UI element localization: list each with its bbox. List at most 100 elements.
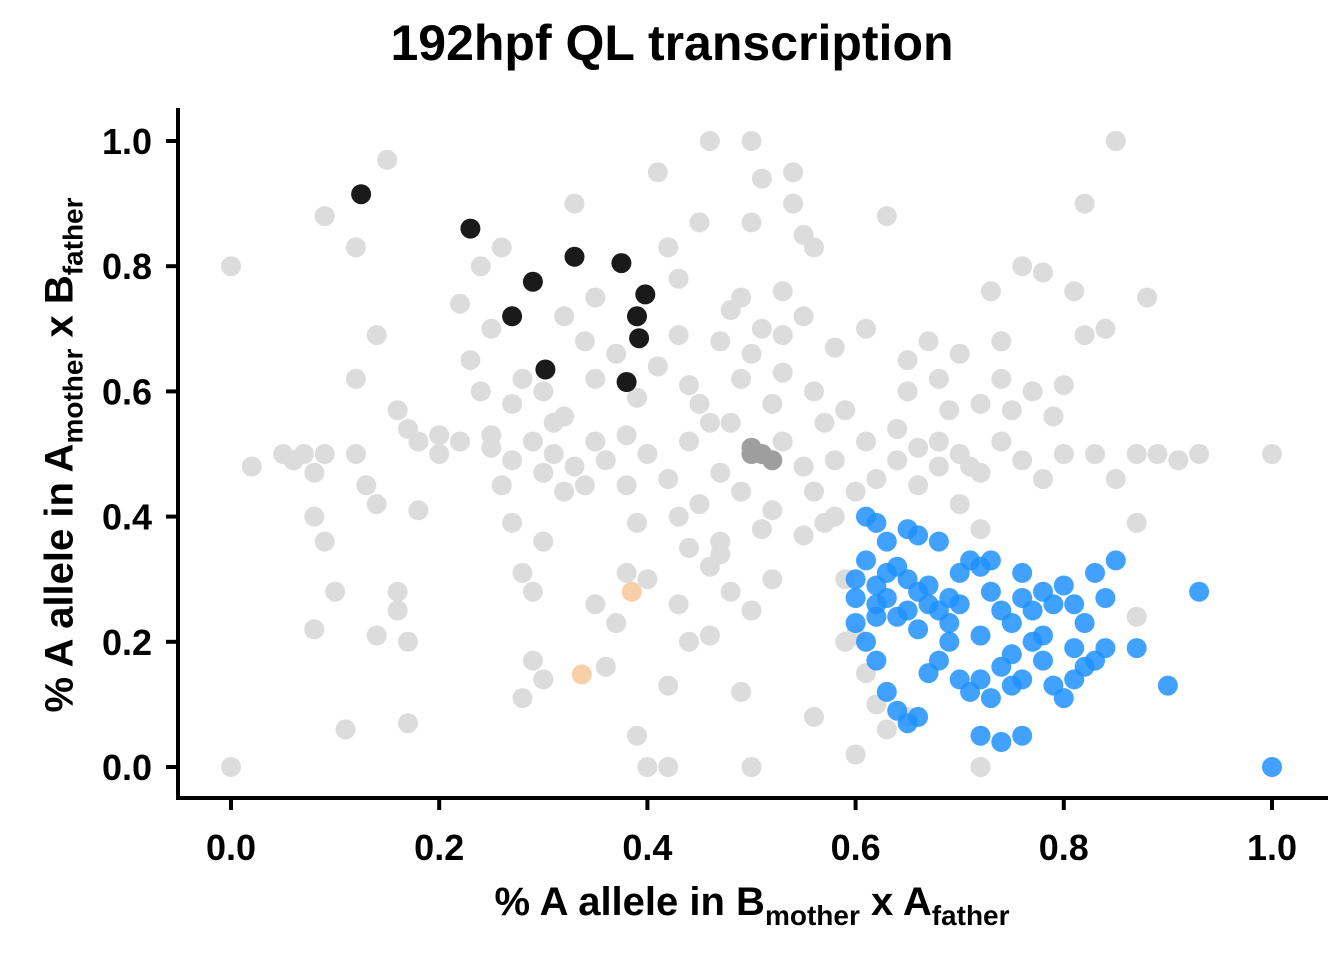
- background-point: [408, 500, 429, 521]
- y-tick-label: 0.8: [102, 246, 152, 287]
- background-point: [1126, 444, 1147, 464]
- background-point: [699, 412, 720, 433]
- background-point: [1126, 606, 1147, 627]
- background-point: [1033, 469, 1053, 489]
- dark-point: [502, 306, 523, 327]
- dark-point: [535, 359, 556, 380]
- background-point: [918, 331, 939, 352]
- chart-title: 192hpf QL transcription: [390, 15, 954, 71]
- background-point: [1262, 444, 1282, 464]
- background-point: [845, 481, 866, 502]
- background-point: [616, 475, 637, 496]
- background-point: [387, 400, 408, 421]
- blue-point: [1012, 725, 1033, 746]
- background-point: [783, 162, 804, 183]
- background-point: [679, 631, 699, 652]
- background-point: [741, 131, 762, 151]
- x-tick-label: 0.8: [1039, 827, 1089, 868]
- background-point: [793, 306, 814, 327]
- background-point: [533, 669, 554, 690]
- x-axis-label: % A allele in Bmother x Afather: [0, 880, 1344, 931]
- y-tick-label: 0.2: [102, 622, 152, 663]
- background-point: [554, 481, 575, 502]
- background-point: [970, 393, 991, 414]
- background-point: [1147, 444, 1168, 464]
- background-point: [304, 619, 325, 640]
- background-point: [783, 193, 804, 214]
- background-point: [637, 569, 658, 590]
- background-point: [668, 325, 689, 346]
- background-point: [387, 581, 408, 602]
- background-point: [502, 450, 523, 471]
- dark-point: [629, 328, 650, 349]
- blue-point: [928, 531, 949, 552]
- background-point: [335, 719, 356, 740]
- blue-point: [1064, 594, 1085, 615]
- blue-point: [876, 531, 897, 552]
- x-tick-label: 0.4: [622, 827, 672, 868]
- y-axis-label-sub1: mother: [57, 348, 89, 444]
- background-point: [949, 343, 970, 364]
- background-point: [627, 725, 647, 746]
- dark-point: [351, 184, 372, 205]
- background-point: [710, 331, 731, 352]
- center-point: [762, 450, 783, 471]
- background-point: [751, 168, 772, 189]
- background-point: [949, 494, 970, 515]
- background-point: [793, 456, 814, 477]
- background-point: [606, 613, 627, 633]
- background-point: [1189, 444, 1210, 464]
- blue-point: [1262, 757, 1282, 777]
- blue-point: [939, 613, 960, 633]
- background-point: [897, 350, 918, 371]
- background-point: [627, 387, 647, 408]
- background-point: [876, 719, 897, 740]
- background-point: [689, 212, 710, 233]
- background-point: [1105, 131, 1126, 151]
- background-point: [574, 331, 595, 352]
- blue-point: [970, 625, 991, 646]
- background-point: [731, 681, 752, 702]
- background-point: [970, 757, 991, 777]
- blue-point: [1085, 562, 1105, 583]
- background-point: [627, 512, 647, 533]
- peach-point: [571, 664, 592, 685]
- background-point: [928, 431, 949, 452]
- background-point: [710, 531, 731, 552]
- blue-point: [876, 588, 897, 608]
- blue-point: [928, 650, 949, 671]
- background-point: [751, 318, 772, 339]
- y-tick-label: 0.0: [102, 747, 152, 788]
- background-point: [804, 706, 824, 727]
- background-point: [1064, 281, 1085, 302]
- background-point: [502, 512, 523, 533]
- background-point: [564, 193, 585, 214]
- blue-point: [856, 631, 876, 652]
- background-point: [543, 444, 564, 464]
- background-point: [522, 581, 543, 602]
- background-point: [928, 456, 949, 477]
- background-point: [221, 256, 241, 277]
- background-point: [1105, 469, 1126, 489]
- background-point: [887, 419, 908, 439]
- background-point: [533, 462, 554, 483]
- x-tick-label: 1.0: [1247, 827, 1297, 868]
- background-point: [345, 368, 366, 389]
- background-point: [325, 581, 346, 602]
- background-point: [1001, 400, 1022, 421]
- blue-point: [949, 594, 970, 615]
- blue-point: [1022, 600, 1043, 621]
- background-point: [429, 444, 450, 464]
- y-tick-label: 0.4: [102, 497, 152, 538]
- blue-point: [1095, 638, 1116, 659]
- background-point: [304, 506, 325, 527]
- background-point: [345, 444, 366, 464]
- blue-point: [980, 550, 1001, 571]
- background-point: [512, 368, 533, 389]
- blue-point: [856, 550, 876, 571]
- background-point: [887, 450, 908, 471]
- background-point: [595, 450, 616, 471]
- blue-point: [1064, 638, 1085, 659]
- background-point: [772, 431, 793, 452]
- background-point: [512, 562, 533, 583]
